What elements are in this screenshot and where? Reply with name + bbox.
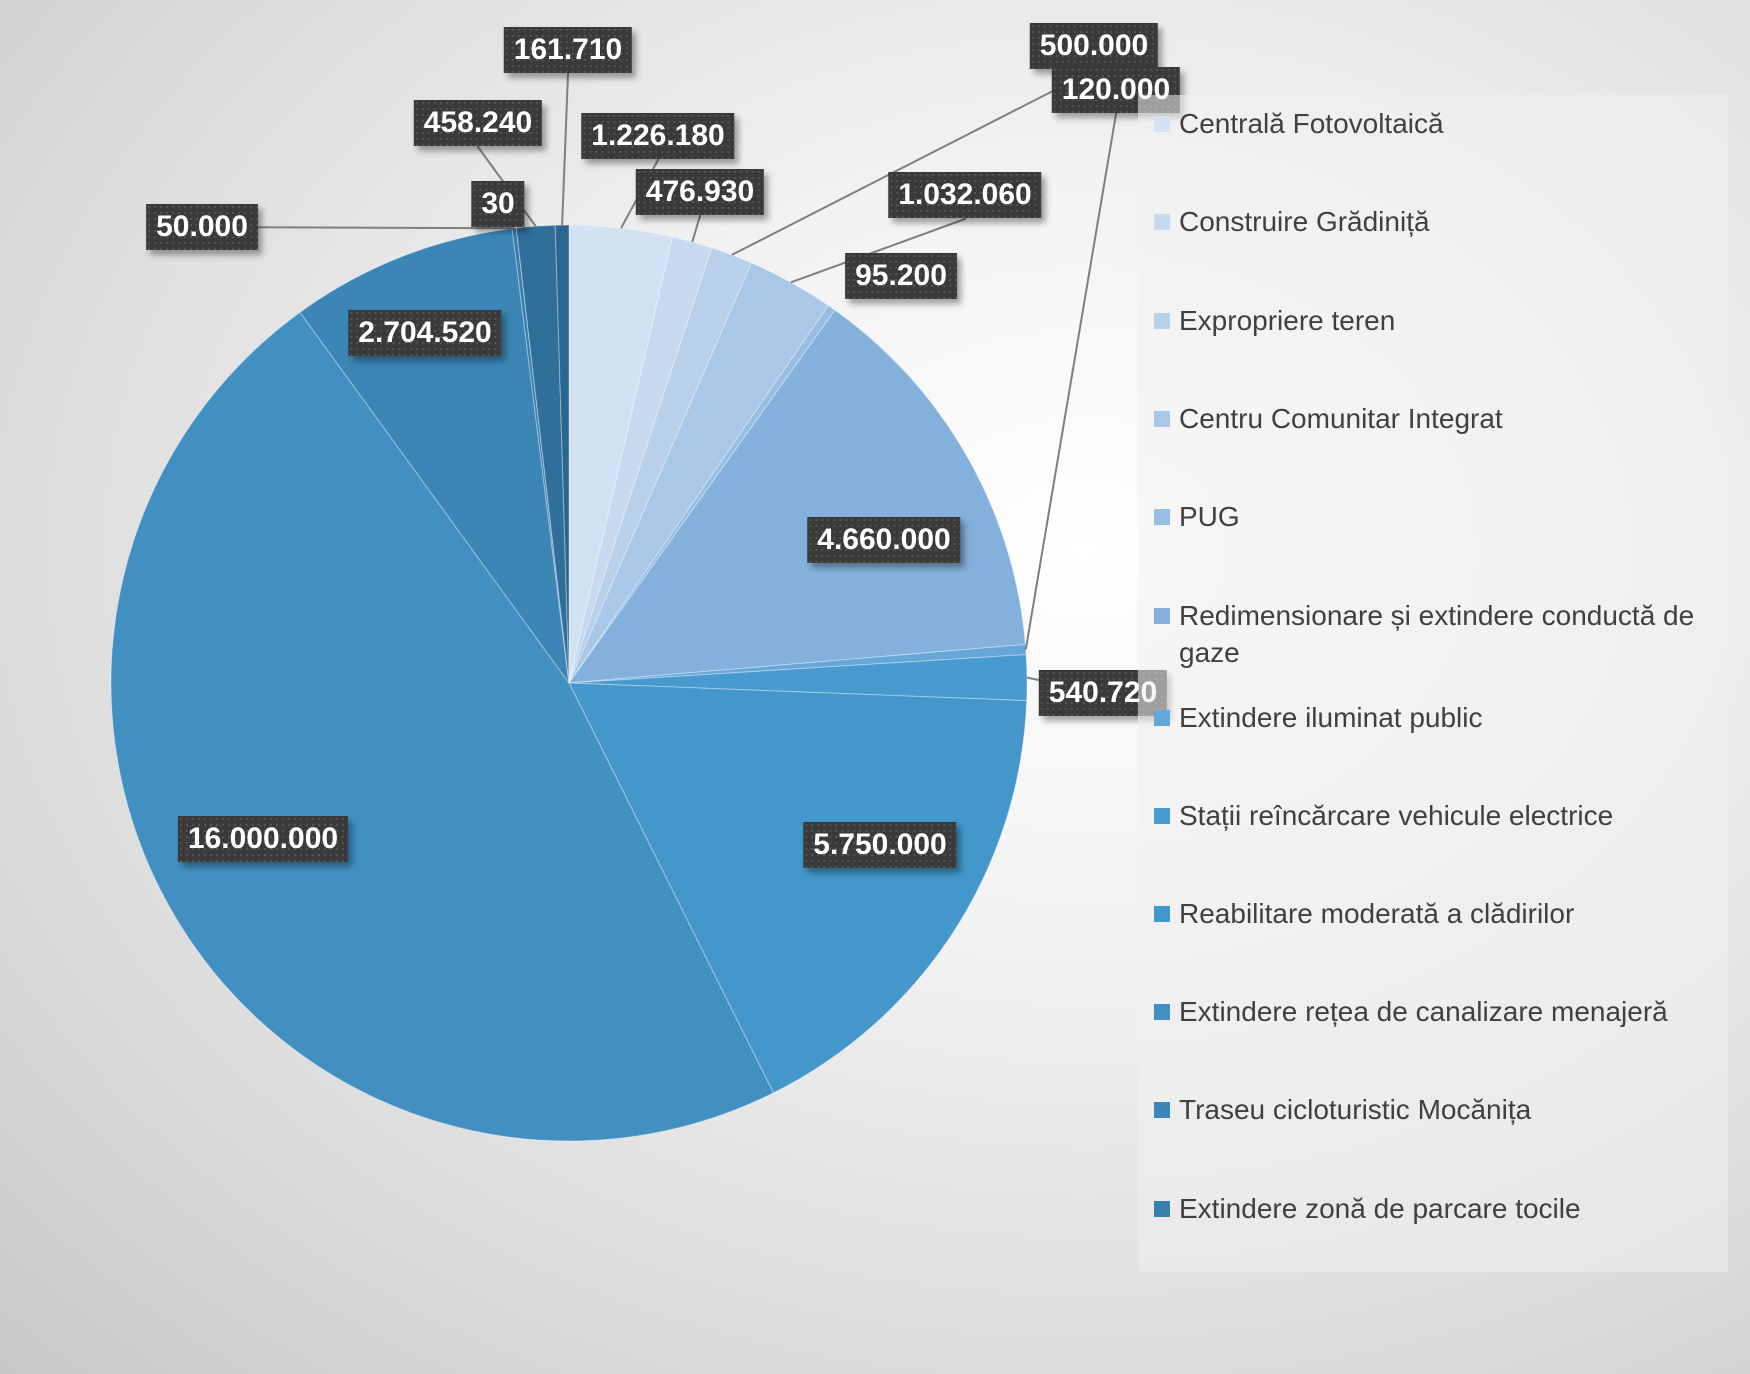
legend-swatch: [1154, 116, 1170, 132]
pie-slice: [568, 247, 753, 684]
data-label: 95.200: [845, 253, 957, 299]
data-label: 5.750.000: [803, 822, 957, 868]
data-label: 50.000: [146, 204, 258, 250]
legend-label: Centru Comunitar Integrat: [1179, 403, 1503, 434]
legend-label: Expropriere teren: [1179, 305, 1396, 336]
legend-item: Extindere zonă de parcare tocile: [1154, 1190, 1724, 1227]
legend-item: Stații reîncărcare vehicule electrice: [1154, 797, 1724, 834]
legend-swatch: [1154, 808, 1170, 824]
leader-line: [561, 50, 569, 226]
legend-item: Extindere iluminat public: [1154, 699, 1724, 736]
data-label: 1.226.180: [581, 113, 735, 159]
legend-item: Extindere rețea de canalizare menajeră: [1154, 993, 1724, 1030]
pie-slice: [567, 309, 1026, 684]
pie-slice: [515, 227, 570, 684]
legend-swatch: [1154, 1102, 1170, 1118]
legend-label: PUG: [1179, 501, 1240, 532]
pie-slice: [568, 643, 1027, 684]
legend-item: Centrală Fotovoltaică: [1154, 105, 1724, 142]
legend-swatch: [1154, 1201, 1170, 1217]
legend-swatch: [1154, 509, 1170, 525]
legend-label: Extindere iluminat public: [1179, 702, 1483, 733]
legend-item: Expropriere teren: [1154, 302, 1724, 339]
legend-label: Extindere zonă de parcare tocile: [1179, 1193, 1581, 1224]
data-label: 4.660.000: [807, 517, 961, 563]
legend-item: PUG: [1154, 498, 1724, 535]
legend-swatch: [1154, 906, 1170, 922]
pie-slice: [568, 262, 829, 684]
legend-swatch: [1154, 313, 1170, 329]
leader-line: [731, 46, 1095, 256]
pie-slice: [568, 304, 836, 684]
legend-label: Centrală Fotovoltaică: [1179, 108, 1444, 139]
legend-item: Reabilitare moderată a clădirilor: [1154, 895, 1724, 932]
legend: Centrală Fotovoltaică Construire Grădiniț…: [1138, 95, 1728, 1272]
legend-item: Redimensionare și extindere conductă de …: [1154, 597, 1724, 671]
data-label: 161.710: [503, 27, 633, 73]
data-label: 16.000.000: [177, 816, 349, 862]
legend-label: Extindere rețea de canalizare menajeră: [1179, 996, 1668, 1027]
pie-slice: [568, 682, 1028, 1094]
legend-label: Construire Grădiniță: [1179, 206, 1430, 237]
legend-label: Redimensionare și extindere conductă de …: [1179, 600, 1695, 668]
pie-slice: [568, 224, 674, 684]
legend-swatch: [1154, 710, 1170, 726]
legend-swatch: [1154, 411, 1170, 427]
legend-label: Traseu cicloturistic Mocănița: [1179, 1094, 1532, 1125]
pie-slice: [110, 311, 775, 1142]
data-label: 500.000: [1029, 23, 1159, 69]
legend-item: Traseu cicloturistic Mocănița: [1154, 1091, 1724, 1128]
data-label: 476.930: [635, 169, 765, 215]
data-label: 458.240: [413, 100, 543, 146]
legend-swatch: [1154, 214, 1170, 230]
data-label: 2.704.520: [348, 310, 502, 356]
data-label: 1.032.060: [888, 172, 1042, 218]
legend-item: Construire Grădiniță: [1154, 203, 1724, 240]
pie-slice: [568, 236, 713, 684]
legend-label: Stații reîncărcare vehicule electrice: [1179, 800, 1614, 831]
data-label: 30: [471, 181, 525, 227]
legend-item: Centru Comunitar Integrat: [1154, 400, 1724, 437]
legend-swatch: [1154, 1004, 1170, 1020]
legend-swatch: [1154, 608, 1170, 624]
legend-label: Reabilitare moderată a clădirilor: [1179, 898, 1575, 929]
